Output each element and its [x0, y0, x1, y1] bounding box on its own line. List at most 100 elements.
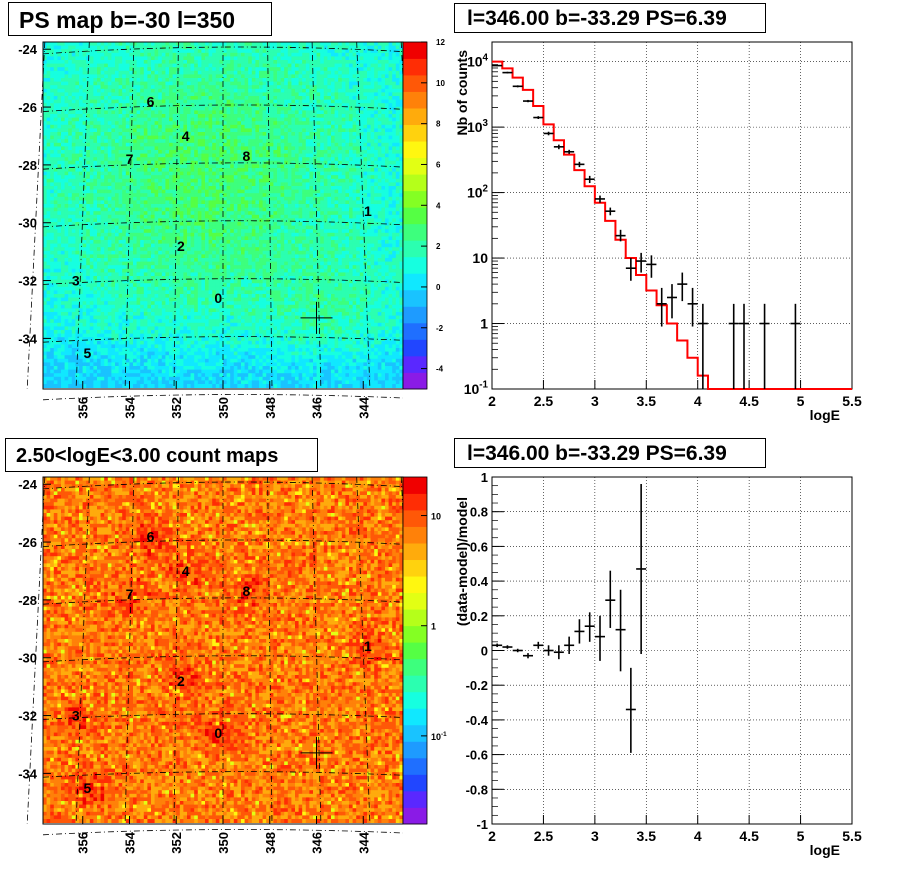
- x-tick-label: 348: [263, 397, 278, 419]
- colorbar-segment: [403, 322, 427, 340]
- colorbar-segment: [403, 157, 427, 175]
- x-tick-label: 5: [797, 828, 805, 844]
- colorbar-segment: [403, 510, 427, 527]
- ps-map-title: PS map b=-30 l=350: [8, 2, 272, 36]
- y-tick-label: 0: [481, 644, 488, 659]
- grid-line-l: [173, 41, 179, 390]
- y-tick-label: -30: [18, 651, 37, 666]
- grid-line-l: [311, 41, 322, 390]
- source-label: 7: [126, 151, 134, 167]
- plot-frame: [491, 476, 853, 825]
- colorbar-segment: [403, 240, 427, 258]
- colorbar-segment: [403, 592, 427, 610]
- colorbar-segment: [403, 609, 427, 627]
- grid-line-l: [124, 41, 135, 390]
- y-tick-label: -0.2: [466, 678, 488, 693]
- colorbar-frame: [402, 476, 428, 825]
- y-tick-label: -30: [18, 216, 37, 231]
- colorbar-segment: [403, 708, 427, 726]
- colorbar-segment: [403, 42, 427, 59]
- y-tick-label: 0.8: [470, 505, 488, 520]
- grid-line-b: [42, 597, 404, 605]
- colorbar-label: 10-1: [431, 731, 447, 742]
- source-label: 7: [126, 586, 134, 602]
- x-tick-label: 352: [169, 397, 184, 419]
- grid-line-b: [42, 771, 404, 778]
- y-tick-label: -0.4: [466, 713, 489, 728]
- source-label: 5: [84, 345, 92, 361]
- y-tick-label: -32: [18, 274, 37, 289]
- x-tick-label: 5.5: [842, 393, 862, 409]
- colorbar-segment: [403, 543, 427, 561]
- source-label: 3: [72, 708, 80, 724]
- colorbar-segment: [403, 124, 427, 142]
- colorbar-label: 12: [436, 38, 445, 47]
- source-label: 1: [364, 203, 372, 219]
- y-tick-label: 103: [467, 118, 489, 135]
- y-tick-label: 0.4: [470, 574, 489, 589]
- count-colorbar: [403, 477, 427, 825]
- x-tick-label: 350: [216, 832, 231, 854]
- colorbar-segment: [403, 190, 427, 208]
- x-tick-label: 4: [694, 828, 702, 844]
- grid-line-l: [356, 476, 371, 825]
- colorbar-label: 6: [436, 160, 441, 169]
- colorbar-segment: [403, 493, 427, 511]
- source-label: 2: [177, 238, 185, 254]
- grid-line-l: [173, 476, 179, 825]
- grid-line-b: [42, 46, 404, 55]
- colorbar-label: 4: [436, 201, 441, 210]
- source-label: 1: [364, 638, 372, 654]
- y-tick-label: 1: [480, 316, 488, 332]
- x-tick-label: 356: [76, 397, 91, 419]
- y-tick-label: -28: [18, 593, 37, 608]
- source-label: 2: [177, 673, 185, 689]
- y-tick-label: 104: [467, 52, 489, 69]
- grid-line-l: [26, 476, 46, 825]
- y-tick-label: -34: [18, 331, 38, 346]
- grid-line-l: [267, 476, 273, 825]
- source-label: 0: [214, 290, 222, 306]
- y-tick-label: 102: [467, 183, 489, 200]
- y-tick-label: -24: [18, 42, 38, 57]
- grid-line-b: [42, 394, 404, 401]
- y-tick-label: -0.8: [466, 782, 488, 797]
- colorbar-segment: [403, 58, 427, 76]
- colorbar-segment: [403, 141, 427, 159]
- source-label: 4: [182, 128, 190, 144]
- grid-line-b: [42, 481, 404, 490]
- grid-line-b: [42, 220, 404, 228]
- colorbar-segment: [403, 289, 427, 307]
- count-map-title: 2.50<logE<3.00 count maps: [5, 438, 318, 472]
- grid-line-l: [124, 476, 135, 825]
- colorbar-segment: [403, 273, 427, 291]
- colorbar-segment: [403, 790, 427, 808]
- colorbar-segment: [403, 108, 427, 126]
- colorbar-segment: [403, 675, 427, 693]
- colorbar-segment: [403, 223, 427, 241]
- x-tick-label: 2: [488, 828, 496, 844]
- colorbar-segment: [403, 91, 427, 109]
- colorbar-segment: [403, 691, 427, 709]
- colorbar-segment: [403, 642, 427, 660]
- x-tick-label: 5: [797, 393, 805, 409]
- colorbar-frame: [402, 41, 428, 390]
- y-tick-label: 1: [481, 470, 488, 485]
- colorbar-label: -2: [436, 324, 444, 333]
- y-tick-label: -28: [18, 158, 37, 173]
- y-tick-label: -26: [18, 535, 37, 550]
- x-tick-label: 344: [356, 396, 371, 418]
- colorbar-segment: [403, 477, 427, 494]
- source-label: 5: [84, 780, 92, 796]
- colorbar-segment: [403, 625, 427, 643]
- grid-line-l: [311, 476, 322, 825]
- y-tick-label: -32: [18, 709, 37, 724]
- colorbar-segment: [403, 807, 427, 825]
- count-pixels: [43, 477, 404, 823]
- grid-line-b: [42, 713, 404, 720]
- colorbar-label: 10: [431, 512, 441, 522]
- x-tick-label: 356: [76, 832, 91, 854]
- x-tick-label: 4.5: [739, 828, 759, 844]
